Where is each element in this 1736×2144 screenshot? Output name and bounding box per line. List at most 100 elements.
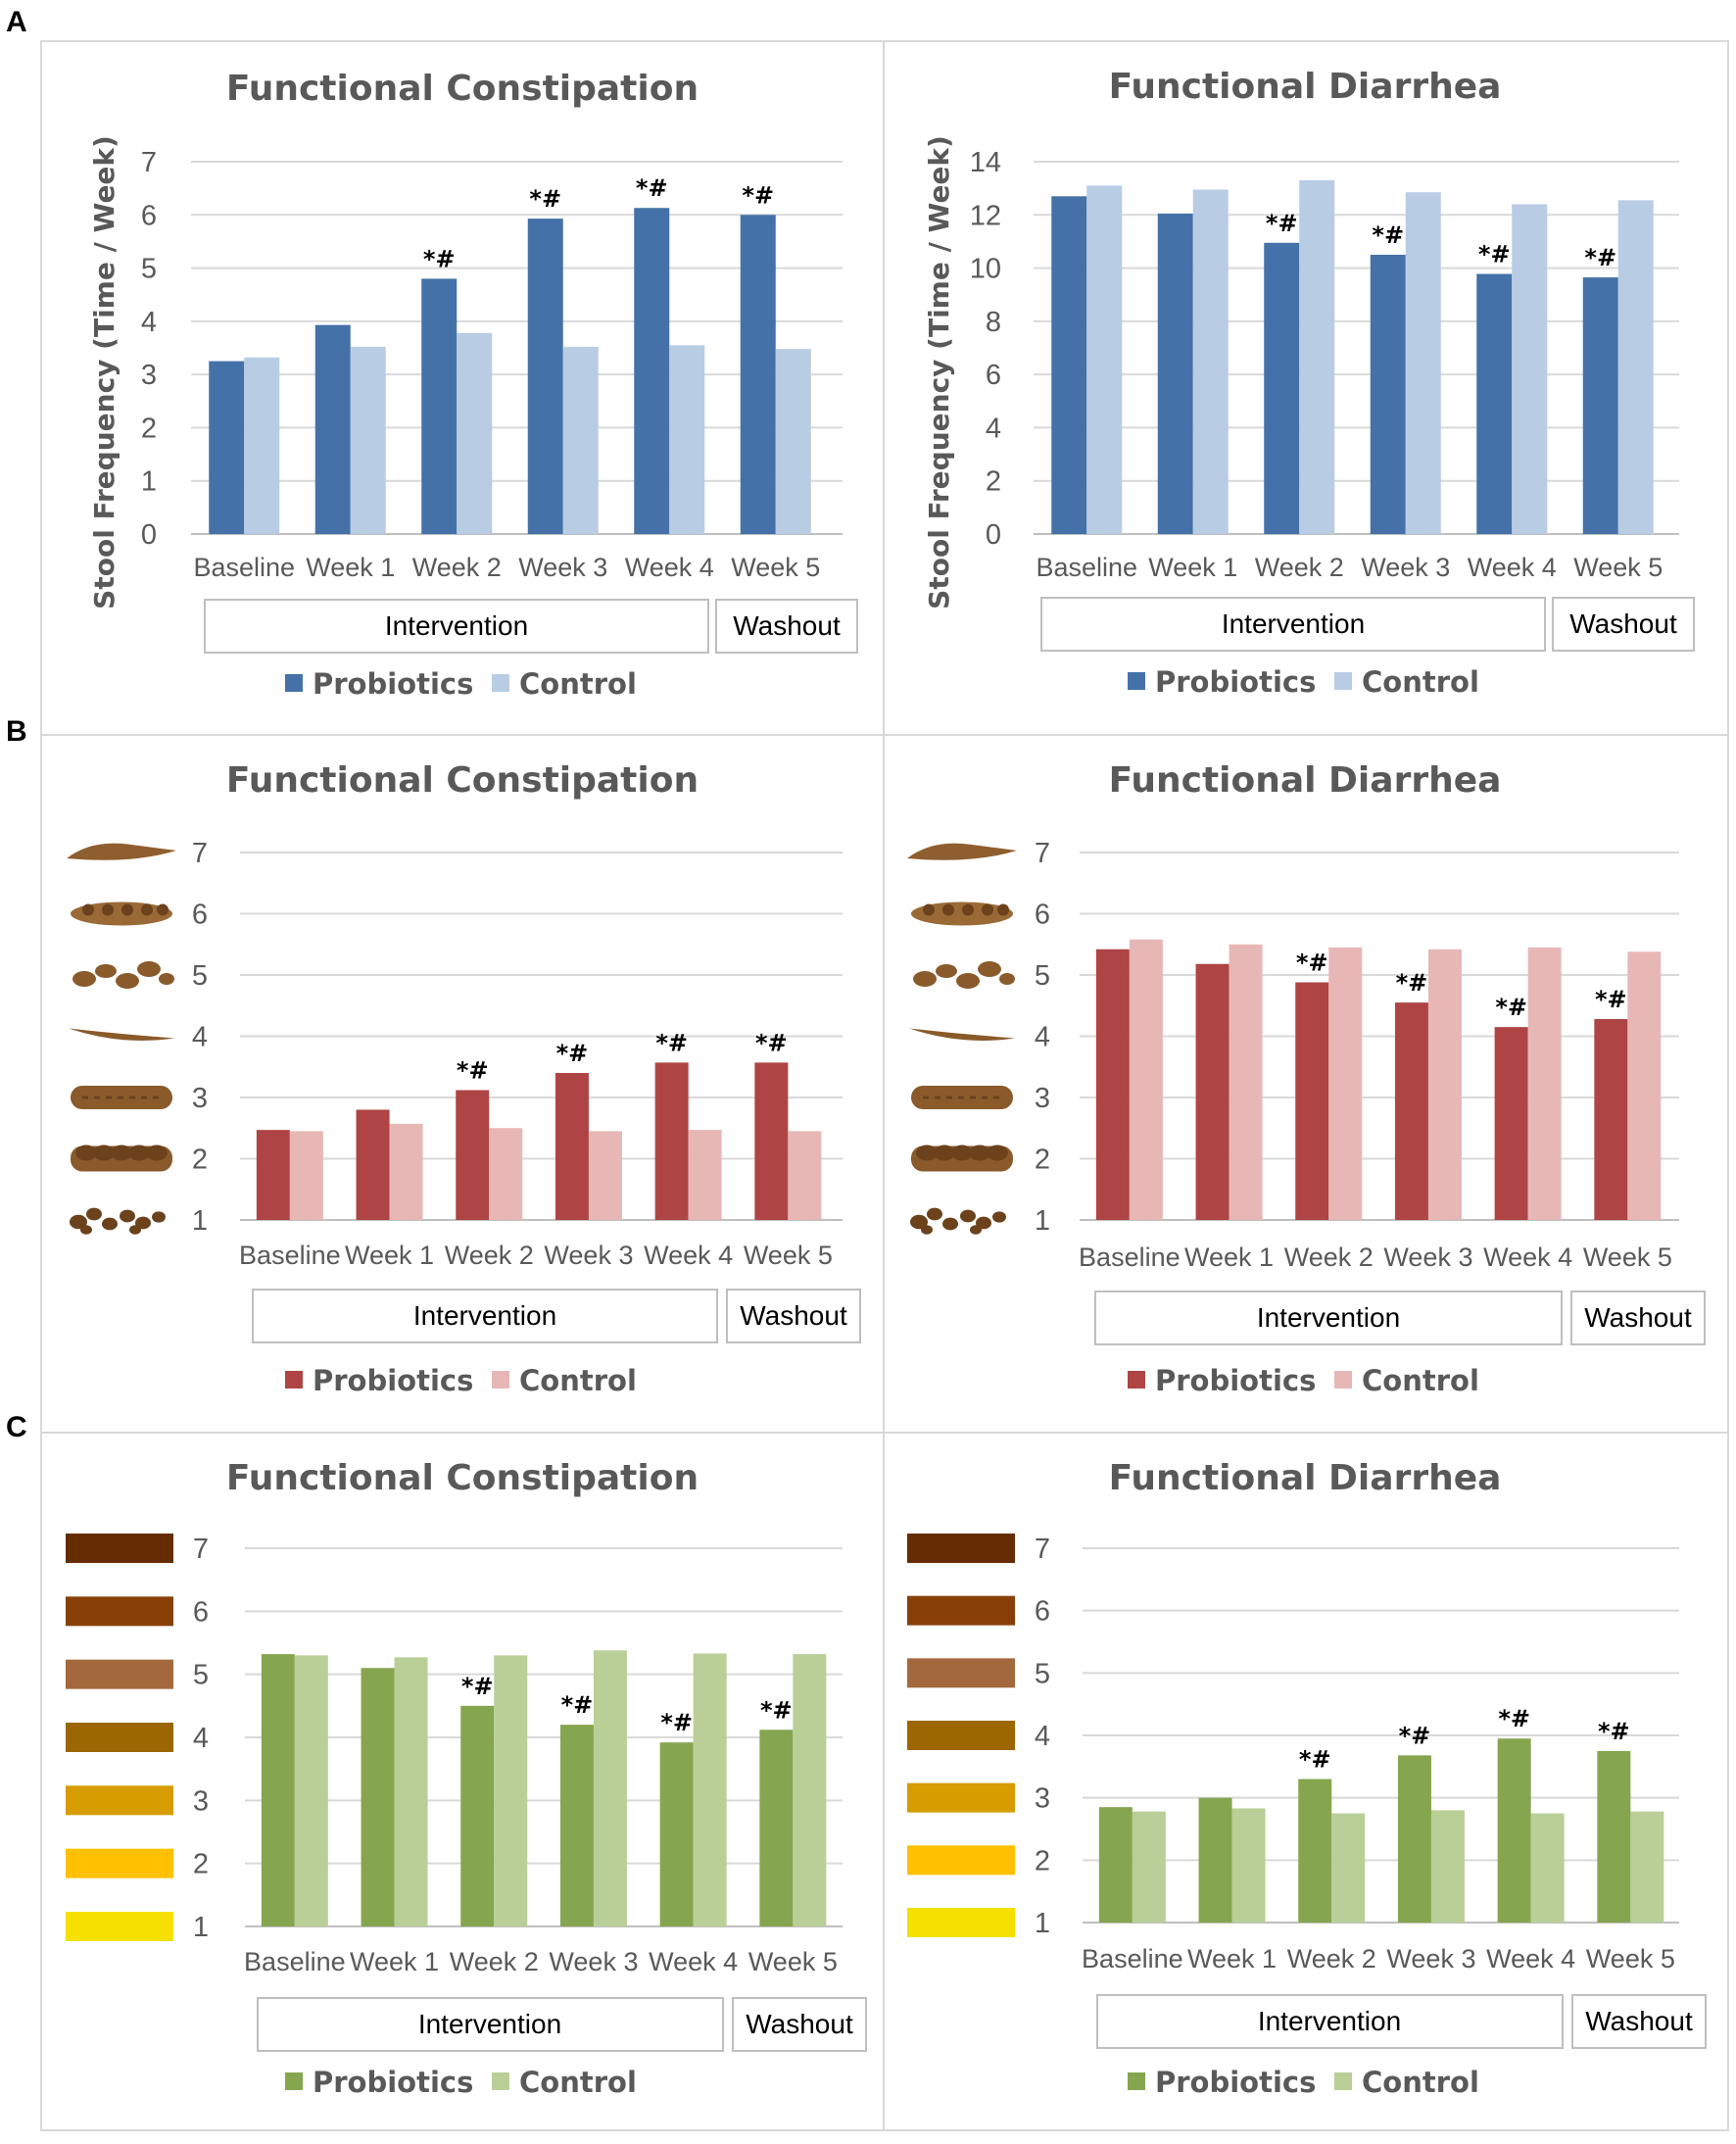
x-tick-label: Week 1 [306, 553, 395, 582]
chart-A-constipation: 0 1 2 3 4 5 6 7 Baseline Week 1 *# Week 2 *# Week 3 *#… [141, 147, 843, 582]
y-tick-label: 0 [986, 519, 1001, 551]
legend-label-probiotics: Probiotics [313, 667, 473, 701]
bar-control [489, 1128, 523, 1220]
stool-lump [970, 1225, 982, 1235]
bar-control [394, 1657, 428, 1926]
panel-label-A: A [6, 6, 27, 38]
stool-blob [978, 961, 1001, 977]
washout-label: Washout [1584, 1302, 1692, 1333]
bar-control [389, 1123, 423, 1220]
panel-label-C: C [6, 1411, 27, 1443]
significance-marker: *# [1296, 950, 1328, 977]
x-tick-label: Week 1 [350, 1947, 439, 1976]
color-scale-swatch [66, 1785, 173, 1816]
y-tick-label: 2 [193, 1849, 209, 1880]
bar-probiotics [759, 1730, 794, 1926]
bar-control [289, 1131, 323, 1220]
x-tick-label: Week 5 [748, 1947, 838, 1976]
significance-marker: *# [529, 185, 561, 213]
bar-control [1231, 1808, 1266, 1923]
significance-marker: *# [1299, 1746, 1331, 1774]
washout-label: Washout [740, 1300, 847, 1331]
stool-lump [927, 1207, 942, 1221]
bar-probiotics [740, 215, 776, 535]
x-tick-label: Week 5 [1573, 553, 1663, 582]
bar-control [1328, 947, 1363, 1220]
bar-probiotics [1098, 1807, 1133, 1923]
stool-lump [128, 1145, 150, 1161]
bar-probiotics [1157, 213, 1193, 534]
stool-lump [923, 903, 935, 916]
stool-type-1-icon [70, 1207, 166, 1235]
significance-marker: *# [1266, 210, 1298, 237]
legend-label-control: Control [1362, 1364, 1479, 1397]
x-tick-label: Week 2 [1284, 1243, 1374, 1272]
stool-lump [910, 1214, 928, 1230]
bar-control [1405, 192, 1441, 534]
stool-lump [992, 1211, 1006, 1223]
stool-lump [111, 1145, 132, 1161]
bar-probiotics [527, 219, 563, 535]
bar-control [1617, 200, 1654, 534]
stool-lump [141, 903, 153, 916]
x-tick-label: Week 2 [1255, 553, 1344, 582]
bar-probiotics [1582, 277, 1618, 534]
x-tick-label: Week 5 [744, 1241, 833, 1270]
color-scale-swatch [907, 1782, 1015, 1813]
bar-control [793, 1654, 827, 1926]
y-tick-label: 6 [192, 900, 208, 931]
intervention-label: Intervention [413, 1300, 556, 1331]
group-labels-A-right: Intervention Washout [1040, 597, 1695, 652]
legend-label-control: Control [519, 2066, 637, 2099]
bar-control [244, 357, 280, 534]
bar-control [1630, 1811, 1664, 1923]
bar-control [1299, 180, 1335, 534]
x-tick-label: Week 4 [1468, 553, 1557, 582]
stool-lump [962, 903, 974, 916]
chart-A-diarrhea: 0 2 4 6 8 10 12 14 Baseline Week 1 *# Week 2 *# Week … [970, 147, 1679, 582]
stool-lump [102, 903, 114, 916]
x-tick-label: Baseline [193, 553, 295, 582]
stool-lump [942, 903, 954, 916]
stool-shape [907, 843, 1017, 860]
stool-lump [93, 1145, 115, 1161]
x-tick-label: Week 3 [1361, 553, 1450, 582]
stool-lump [976, 1216, 991, 1230]
significance-marker: *# [1498, 1705, 1530, 1732]
stool-lump [146, 1145, 168, 1161]
x-tick-label: Week 4 [649, 1947, 738, 1976]
y-tick-label: 1 [141, 466, 157, 498]
y-tick-label: 2 [986, 466, 1001, 498]
x-tick-label: Week 3 [518, 553, 607, 582]
y-tick-label: 7 [193, 1534, 209, 1565]
bar-probiotics [1394, 1002, 1428, 1220]
color-scale-swatch [66, 1723, 173, 1752]
y-tick-label: 1 [1035, 1908, 1050, 1939]
bar-control [688, 1130, 722, 1220]
significance-marker: *# [1478, 241, 1511, 268]
color-scale-swatch [907, 1658, 1015, 1688]
bar-probiotics [421, 278, 458, 534]
chart-title: Functional Diarrhea [1109, 67, 1502, 107]
frame-C-right [883, 1432, 1729, 2131]
significance-marker: *# [461, 1673, 494, 1700]
legend-C-right: Probiotics Control [1128, 2066, 1479, 2099]
stool-lump [135, 1216, 151, 1230]
bar-probiotics [456, 1090, 490, 1220]
y-tick-label: 12 [970, 200, 1001, 231]
chart-title: Functional Constipation [226, 1458, 699, 1498]
x-tick-label: Week 2 [445, 1241, 534, 1270]
stool-lump [120, 1209, 135, 1223]
stool-shape [67, 843, 176, 860]
significance-marker: *# [1372, 221, 1404, 249]
y-tick-label: 2 [192, 1145, 208, 1176]
bar-probiotics [361, 1668, 395, 1926]
stool-lump [102, 1217, 118, 1231]
legend-label-probiotics: Probiotics [313, 1364, 473, 1397]
legend-swatch-control [1334, 2072, 1352, 2090]
bar-probiotics [261, 1654, 295, 1926]
bar-probiotics [1597, 1750, 1631, 1923]
x-tick-label: Week 2 [1287, 1944, 1376, 1973]
